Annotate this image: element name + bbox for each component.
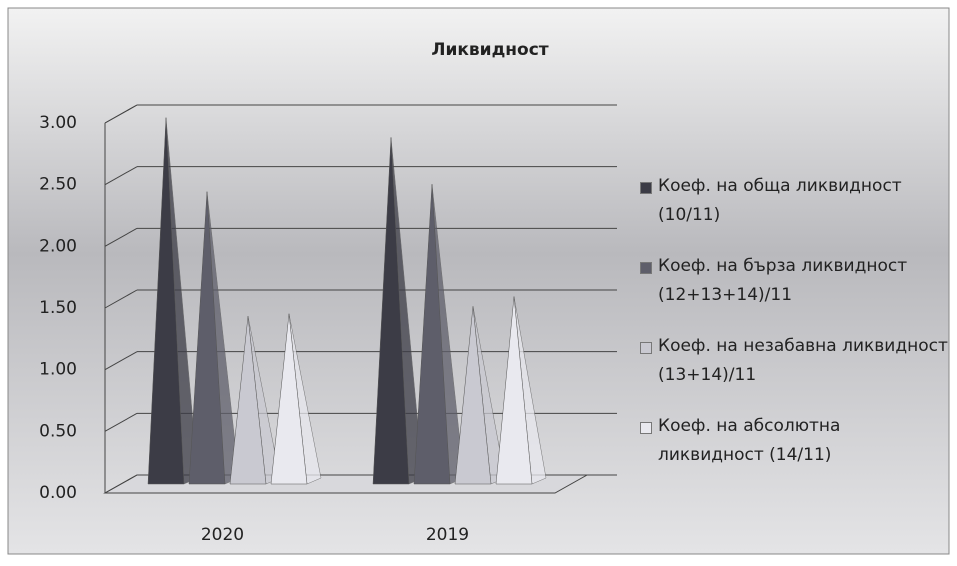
pyramid: [413, 184, 451, 485]
legend: Коеф. на обща ликвидност (10/11) Коеф. на…: [640, 172, 950, 492]
legend-label: Коеф. на незабавна ликвидност (13+14)/11: [658, 336, 948, 385]
legend-label: Коеф. на обща ликвидност (10/11): [658, 176, 902, 225]
grid-line: [104, 351, 138, 371]
grid-line: [104, 412, 138, 432]
x-tick-label: 2019: [426, 525, 469, 545]
pyramid: [495, 296, 533, 485]
legend-swatch: [640, 182, 652, 194]
pyramid: [372, 137, 410, 485]
y-tick-label: 1.00: [39, 360, 77, 380]
y-tick-label: 1.50: [39, 298, 77, 318]
legend-item: Коеф. на бърза ликвидност (12+13+14)/11: [640, 252, 950, 310]
legend-item: Коеф. на обща ликвидност (10/11): [640, 172, 950, 230]
pyramid: [188, 191, 226, 485]
legend-swatch: [640, 342, 652, 354]
y-tick-label: 0.50: [39, 421, 77, 441]
legend-item: Коеф. на абсолютна ликвидност (14/11): [640, 412, 950, 470]
y-tick-label: 2.50: [39, 175, 77, 195]
grid-line: [104, 166, 138, 186]
chart-title: Ликвидност: [431, 40, 548, 60]
legend-item: Коеф. на незабавна ликвидност (13+14)/11: [640, 332, 950, 390]
grid-line: [104, 227, 138, 247]
grid-line: [104, 474, 138, 494]
legend-swatch: [640, 422, 652, 434]
x-tick-label: 2020: [201, 525, 244, 545]
plot: 0.00 0.50 1.00 1.50 2.00 2.50 3.00 2020 2019: [39, 104, 617, 545]
pyramid: [454, 306, 492, 485]
legend-swatch: [640, 262, 652, 274]
grid-line: [104, 104, 138, 124]
y-tick-label: 3.00: [39, 113, 77, 133]
y-tick-label: 0.00: [39, 483, 77, 503]
legend-label: Коеф. на абсолютна ликвидност (14/11): [658, 416, 841, 465]
pyramid: [270, 313, 308, 485]
pyramid: [229, 316, 267, 485]
y-tick-label: 2.00: [39, 236, 77, 256]
legend-label: Коеф. на бърза ликвидност (12+13+14)/11: [658, 256, 908, 305]
pyramid: [147, 117, 185, 485]
grid-line: [104, 289, 138, 309]
